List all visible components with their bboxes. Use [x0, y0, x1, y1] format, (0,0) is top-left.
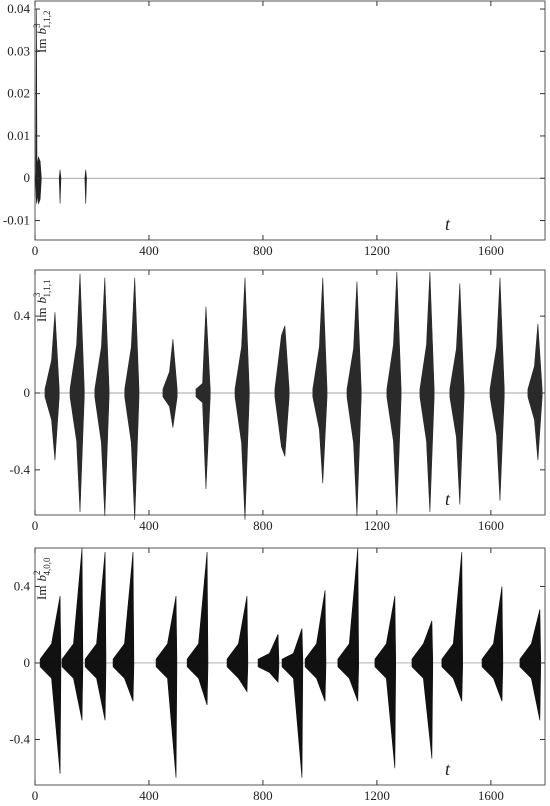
x-tick-label: 400	[139, 518, 159, 533]
plot-frame	[34, 0, 546, 241]
x-tick-label: 400	[139, 243, 159, 258]
y-label-sub: 1,1,1	[42, 280, 52, 298]
y-label-symbol: b	[34, 28, 49, 35]
y-axis-label: Im b31,1,2	[32, 11, 52, 53]
y-tick-label: -0.4	[9, 731, 30, 746]
signal-envelope	[44, 271, 543, 394]
x-tick-label: 1200	[364, 518, 390, 533]
x-axis-label: t	[445, 759, 451, 779]
y-label-text: Im	[34, 39, 49, 53]
signal-envelope	[44, 392, 543, 520]
y-label-sup: 3	[32, 292, 42, 297]
panel: -0.4 0 0.4 0 400 800 1200 1600 t Im b31,1,1	[9, 269, 546, 533]
y-tick-label: 0.4	[14, 308, 31, 323]
x-tick-label: 800	[253, 788, 273, 801]
x-tick-label: 0	[32, 243, 39, 258]
plot-frame	[34, 269, 546, 516]
y-tick-label: -0.01	[3, 213, 30, 228]
y-label-sub: 4,0,0	[42, 557, 52, 576]
y-label-sup: 2	[32, 571, 42, 576]
x-tick-label: 800	[253, 243, 273, 258]
x-tick-label: 1600	[478, 788, 504, 801]
y-tick-label: -0.4	[9, 462, 30, 477]
y-axis-label: Im b24,0,0	[32, 557, 52, 600]
y-tick-label: 0.02	[7, 86, 30, 101]
panel: -0.4 0 0.4 0 400 800 1200 1600 t Im b24,0,0	[9, 547, 546, 803]
y-label-symbol: b	[34, 575, 49, 582]
y-tick-label: 0	[24, 385, 31, 400]
x-tick-label: 1200	[364, 788, 390, 801]
x-tick-label: 800	[253, 518, 273, 533]
y-label-sub: 1,1,2	[42, 11, 52, 29]
y-tick-label: 0.03	[7, 43, 30, 58]
y-label-text: Im	[34, 586, 49, 600]
y-label-symbol: b	[34, 297, 49, 304]
x-tick-label: 400	[139, 788, 159, 801]
x-axis-label: t	[445, 489, 451, 509]
y-tick-label: 0	[24, 170, 31, 185]
x-tick-label: 0	[32, 788, 39, 801]
y-tick-label: 0	[24, 655, 31, 670]
signal-envelope	[39, 548, 542, 664]
signal-envelope	[34, 177, 87, 205]
signal-envelope	[39, 662, 542, 778]
y-tick-label: 0.4	[14, 578, 31, 593]
x-tick-label: 1200	[364, 243, 390, 258]
y-label-text: Im	[34, 308, 49, 322]
x-tick-label: 1600	[478, 243, 504, 258]
x-tick-label: 0	[32, 518, 39, 533]
y-tick-label: 0.01	[7, 128, 30, 143]
y-tick-label: 0.04	[7, 1, 30, 16]
x-tick-label: 1600	[478, 518, 504, 533]
y-label-sup: 3	[32, 23, 42, 28]
y-axis-label: Im b31,1,1	[32, 280, 52, 322]
plot-frame	[34, 547, 546, 786]
x-axis-label: t	[445, 214, 451, 234]
